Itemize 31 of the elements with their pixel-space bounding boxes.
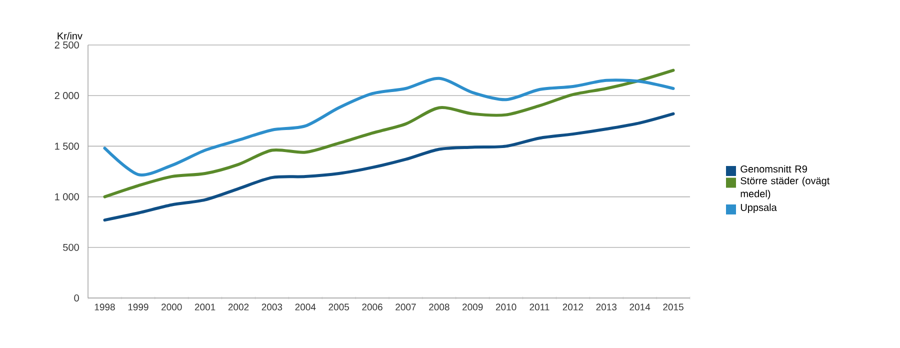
- x-tick-label: 2000: [162, 304, 182, 310]
- x-tick-label: 2008: [429, 304, 450, 310]
- y-tick-label: 0: [74, 294, 79, 302]
- line-series: [103, 68, 675, 198]
- x-tick-label: 2001: [194, 304, 216, 310]
- x-tick-label: 2005: [328, 304, 350, 310]
- legend-label: Uppsala: [740, 204, 777, 213]
- x-tick-label: 2007: [396, 304, 416, 310]
- y-tick-label: 2 000: [54, 92, 79, 100]
- line-series: [103, 76, 675, 176]
- x-tick-label: 2006: [362, 304, 382, 310]
- x-tick-label: 2015: [663, 304, 684, 310]
- x-tick-label: 2004: [295, 304, 316, 310]
- legend-label: Genomsnitt R9: [740, 165, 807, 173]
- y-tick-label: 500: [63, 244, 79, 251]
- y-axis-title: Kr/inv: [58, 32, 82, 40]
- y-tick-label: 1 500: [55, 142, 79, 150]
- line-series: [103, 112, 675, 222]
- x-tick-label: 1999: [128, 304, 148, 310]
- x-tick-label: 2013: [596, 304, 617, 310]
- x-tick-label: 1998: [94, 304, 115, 310]
- x-tick-label: 2014: [630, 304, 650, 310]
- x-tick-label: 2009: [462, 304, 483, 310]
- y-tick-label: 2 500: [54, 41, 79, 49]
- x-tick-label: 2012: [562, 304, 584, 310]
- y-tick-label: 1 000: [55, 193, 79, 200]
- x-tick-label: 2003: [262, 304, 282, 310]
- x-tick-label: 2002: [228, 304, 249, 310]
- x-tick-label: 2010: [496, 304, 516, 310]
- legend-label: Större städer (ovägt medel): [740, 176, 830, 200]
- x-tick-label: 2011: [530, 304, 550, 310]
